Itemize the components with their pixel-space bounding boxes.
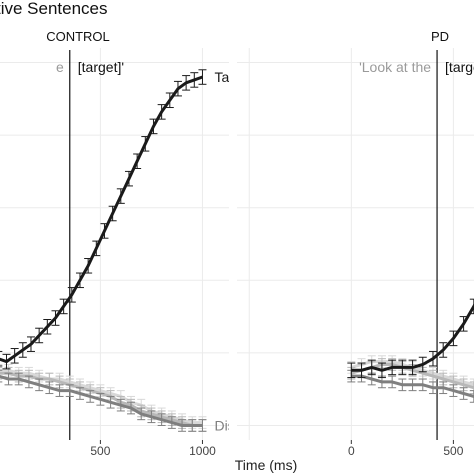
plot-area: 'Look at the[target]'Target	[237, 48, 474, 440]
series-label: Target	[214, 69, 253, 85]
plot-background	[237, 48, 474, 440]
chart-title: tive Sentences	[0, 0, 108, 18]
x-tick-label: 0	[348, 444, 355, 458]
phrase-right-label: [target]'	[445, 59, 474, 75]
x-tick-label: 500	[90, 444, 110, 458]
series-line-target	[351, 302, 474, 372]
x-axis-label: Time (ms)	[235, 457, 297, 473]
plot-background	[0, 48, 229, 440]
series-label: Distractors	[214, 417, 281, 433]
strip-label: PD	[431, 29, 449, 44]
series-line-target	[0, 75, 204, 364]
plot-area: e [target]' Distractors Target	[0, 48, 281, 440]
strip-label: CONTROL	[46, 29, 110, 44]
phrase-left-label: 'Look at the	[359, 59, 431, 75]
strip-background	[237, 23, 474, 47]
series-line-series-1	[351, 374, 474, 399]
strip-background	[0, 23, 229, 47]
phrase-left-label: e	[56, 59, 64, 75]
x-tick-label: 500	[443, 444, 463, 458]
panel-pd: PD'Look at the[target]'Target0500	[237, 23, 474, 458]
x-tick-label: 1000	[189, 444, 216, 458]
panel-control: CONTROL e [target]' Distractors Target 500 100…	[0, 23, 281, 458]
series-line-distractors	[0, 375, 203, 427]
phrase-right-label: [target]'	[78, 59, 124, 75]
